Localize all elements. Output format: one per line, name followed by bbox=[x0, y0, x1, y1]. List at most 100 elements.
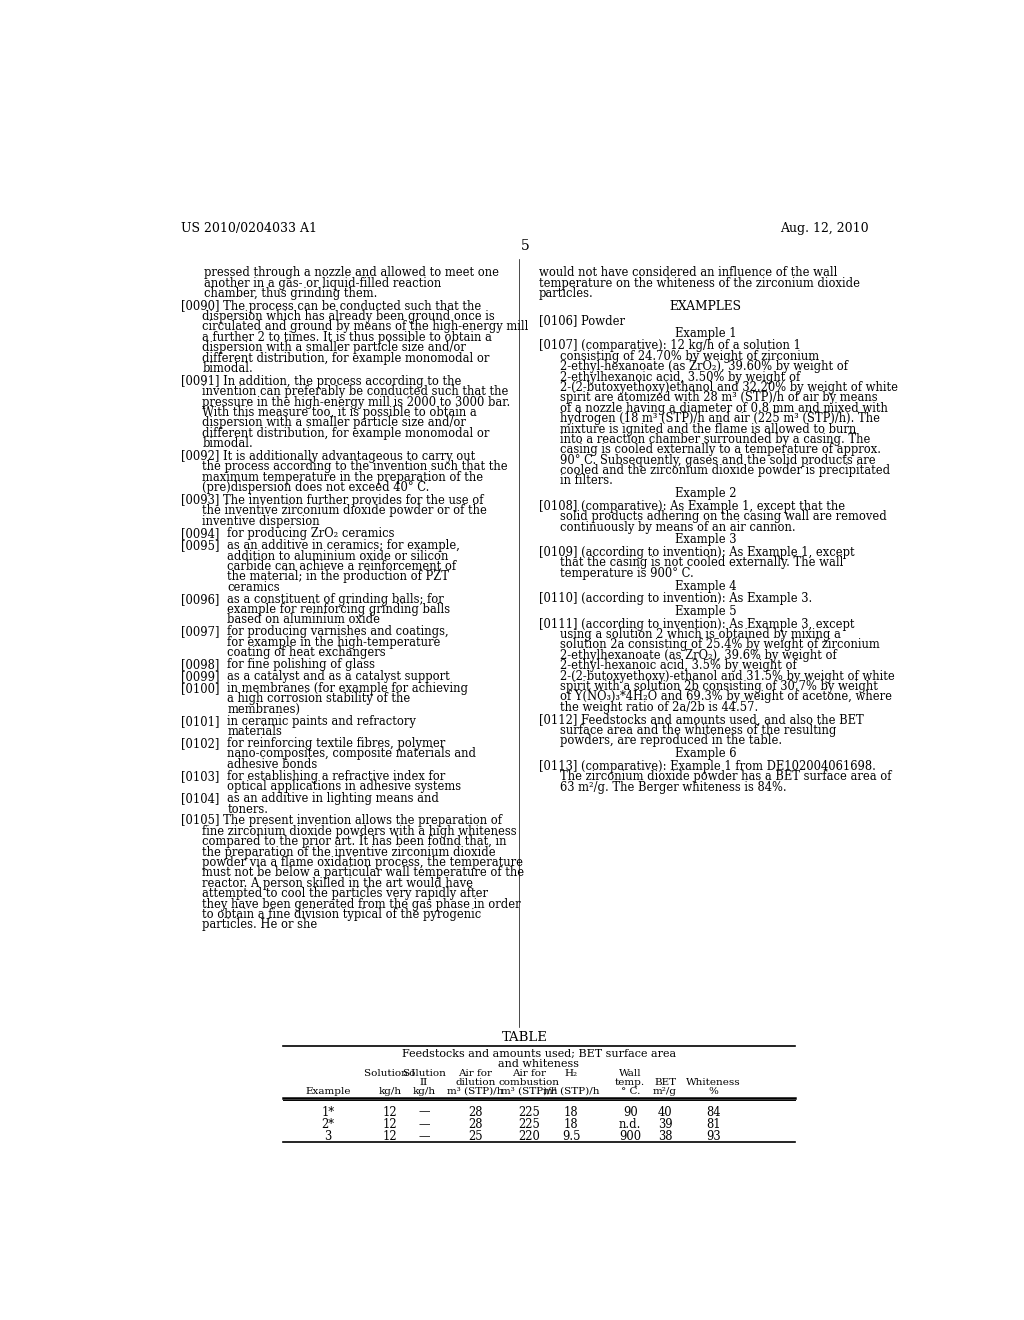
Text: temperature on the whiteness of the zirconium dioxide: temperature on the whiteness of the zirc… bbox=[539, 277, 860, 289]
Text: US 2010/0204033 A1: US 2010/0204033 A1 bbox=[180, 222, 316, 235]
Text: [0092] It is additionally advantageous to carry out: [0092] It is additionally advantageous t… bbox=[180, 450, 475, 463]
Text: continuously by means of an air cannon.: continuously by means of an air cannon. bbox=[560, 520, 796, 533]
Text: [0109] (according to invention): As Example 1, except: [0109] (according to invention): As Exam… bbox=[539, 546, 854, 560]
Text: the preparation of the inventive zirconium dioxide: the preparation of the inventive zirconi… bbox=[203, 846, 496, 858]
Text: %: % bbox=[709, 1088, 718, 1096]
Text: 900: 900 bbox=[620, 1130, 641, 1143]
Text: [0102]: [0102] bbox=[180, 737, 219, 750]
Text: 18: 18 bbox=[564, 1118, 579, 1131]
Text: addition to aluminium oxide or silicon: addition to aluminium oxide or silicon bbox=[227, 549, 449, 562]
Text: [0111] (according to invention): As Example 3, except: [0111] (according to invention): As Exam… bbox=[539, 618, 854, 631]
Text: 38: 38 bbox=[657, 1130, 673, 1143]
Text: m³ (STP)/h: m³ (STP)/h bbox=[501, 1088, 558, 1096]
Text: [0101]: [0101] bbox=[180, 714, 219, 727]
Text: [0090] The process can be conducted such that the: [0090] The process can be conducted such… bbox=[180, 300, 481, 313]
Text: (pre)dispersion does not exceed 40° C.: (pre)dispersion does not exceed 40° C. bbox=[203, 480, 430, 494]
Text: 220: 220 bbox=[518, 1130, 541, 1143]
Text: Example: Example bbox=[305, 1088, 350, 1096]
Text: 225: 225 bbox=[518, 1106, 541, 1118]
Text: m³ (STP)/h: m³ (STP)/h bbox=[543, 1088, 599, 1096]
Text: bimodal.: bimodal. bbox=[203, 437, 253, 450]
Text: 12: 12 bbox=[383, 1118, 397, 1131]
Text: 12: 12 bbox=[383, 1106, 397, 1118]
Text: chamber, thus grinding them.: chamber, thus grinding them. bbox=[204, 286, 377, 300]
Text: for establishing a refractive index for: for establishing a refractive index for bbox=[227, 770, 445, 783]
Text: BET: BET bbox=[654, 1077, 676, 1086]
Text: 28: 28 bbox=[468, 1106, 482, 1118]
Text: as a catalyst and as a catalyst support: as a catalyst and as a catalyst support bbox=[227, 671, 450, 682]
Text: the inventive zirconium dioxide powder or of the: the inventive zirconium dioxide powder o… bbox=[203, 504, 487, 517]
Text: spirit are atomized with 28 m³ (STP)/h of air by means: spirit are atomized with 28 m³ (STP)/h o… bbox=[560, 391, 878, 404]
Text: maximum temperature in the preparation of the: maximum temperature in the preparation o… bbox=[203, 471, 483, 483]
Text: Example 1: Example 1 bbox=[675, 326, 736, 339]
Text: m³ (STP)/h: m³ (STP)/h bbox=[446, 1088, 504, 1096]
Text: [0107] (comparative): 12 kg/h of a solution 1: [0107] (comparative): 12 kg/h of a solut… bbox=[539, 339, 801, 352]
Text: Wall: Wall bbox=[618, 1069, 641, 1077]
Text: surface area and the whiteness of the resulting: surface area and the whiteness of the re… bbox=[560, 723, 837, 737]
Text: 25: 25 bbox=[468, 1130, 482, 1143]
Text: for example in the high-temperature: for example in the high-temperature bbox=[227, 636, 440, 649]
Text: 2-(2-butoxyethoxy)-ethanol and 31.5% by weight of white: 2-(2-butoxyethoxy)-ethanol and 31.5% by … bbox=[560, 669, 895, 682]
Text: 93: 93 bbox=[706, 1130, 721, 1143]
Text: combustion: combustion bbox=[499, 1077, 560, 1086]
Text: solution 2a consisting of 25.4% by weight of zirconium: solution 2a consisting of 25.4% by weigh… bbox=[560, 639, 881, 652]
Text: [0112] Feedstocks and amounts used, and also the BET: [0112] Feedstocks and amounts used, and … bbox=[539, 714, 863, 726]
Text: 2-ethylhexanoate (as ZrO₂), 39.6% by weight of: 2-ethylhexanoate (as ZrO₂), 39.6% by wei… bbox=[560, 649, 838, 661]
Text: 81: 81 bbox=[706, 1118, 721, 1131]
Text: invention can preferably be conducted such that the: invention can preferably be conducted su… bbox=[203, 385, 509, 399]
Text: 84: 84 bbox=[706, 1106, 720, 1118]
Text: [0110] (according to invention): As Example 3.: [0110] (according to invention): As Exam… bbox=[539, 593, 812, 606]
Text: 2-ethyl-hexanoic acid, 3.5% by weight of: 2-ethyl-hexanoic acid, 3.5% by weight of bbox=[560, 659, 798, 672]
Text: dispersion with a smaller particle size and/or: dispersion with a smaller particle size … bbox=[203, 342, 466, 354]
Text: Example 3: Example 3 bbox=[675, 533, 736, 546]
Text: 63 m²/g. The Berger whiteness is 84%.: 63 m²/g. The Berger whiteness is 84%. bbox=[560, 780, 787, 793]
Text: [0108] (comparative): As Example 1, except that the: [0108] (comparative): As Example 1, exce… bbox=[539, 500, 845, 513]
Text: dispersion which has already been ground once is: dispersion which has already been ground… bbox=[203, 310, 496, 323]
Text: coating of heat exchangers: coating of heat exchangers bbox=[227, 647, 386, 659]
Text: into a reaction chamber surrounded by a casing. The: into a reaction chamber surrounded by a … bbox=[560, 433, 870, 446]
Text: [0095]: [0095] bbox=[180, 539, 219, 552]
Text: The zirconium dioxide powder has a BET surface area of: The zirconium dioxide powder has a BET s… bbox=[560, 770, 892, 783]
Text: would not have considered an influence of the wall: would not have considered an influence o… bbox=[539, 267, 838, 280]
Text: materials: materials bbox=[227, 725, 282, 738]
Text: [0098]: [0098] bbox=[180, 659, 219, 671]
Text: the material; in the production of PZT: the material; in the production of PZT bbox=[227, 570, 450, 583]
Text: ° C.: ° C. bbox=[621, 1088, 640, 1096]
Text: circulated and ground by means of the high-energy mill: circulated and ground by means of the hi… bbox=[203, 321, 528, 334]
Text: Air for: Air for bbox=[458, 1069, 493, 1077]
Text: Whiteness: Whiteness bbox=[686, 1077, 740, 1086]
Text: adhesive bonds: adhesive bonds bbox=[227, 758, 317, 771]
Text: as an additive in ceramics; for example,: as an additive in ceramics; for example, bbox=[227, 539, 460, 552]
Text: for producing ZrO₂ ceramics: for producing ZrO₂ ceramics bbox=[227, 527, 394, 540]
Text: inventive dispersion: inventive dispersion bbox=[203, 515, 321, 528]
Text: as an additive in lighting means and: as an additive in lighting means and bbox=[227, 792, 439, 805]
Text: compared to the prior art. It has been found that, in: compared to the prior art. It has been f… bbox=[203, 836, 507, 849]
Text: dilution: dilution bbox=[455, 1077, 496, 1086]
Text: Example 2: Example 2 bbox=[675, 487, 736, 500]
Text: [0100]: [0100] bbox=[180, 682, 219, 696]
Text: Example 4: Example 4 bbox=[675, 579, 736, 593]
Text: 225: 225 bbox=[518, 1118, 541, 1131]
Text: fine zirconium dioxide powders with a high whiteness: fine zirconium dioxide powders with a hi… bbox=[203, 825, 517, 838]
Text: 28: 28 bbox=[468, 1118, 482, 1131]
Text: Feedstocks and amounts used; BET surface area: Feedstocks and amounts used; BET surface… bbox=[401, 1048, 676, 1059]
Text: they have been generated from the gas phase in order: they have been generated from the gas ph… bbox=[203, 898, 521, 911]
Text: cooled and the zirconium dioxide powder is precipitated: cooled and the zirconium dioxide powder … bbox=[560, 465, 891, 477]
Text: and whiteness: and whiteness bbox=[499, 1059, 580, 1068]
Text: for producing varnishes and coatings,: for producing varnishes and coatings, bbox=[227, 626, 449, 639]
Text: temp.: temp. bbox=[615, 1077, 645, 1086]
Text: Solution: Solution bbox=[402, 1069, 446, 1077]
Text: different distribution, for example monomodal or: different distribution, for example mono… bbox=[203, 426, 489, 440]
Text: m²/g: m²/g bbox=[653, 1088, 677, 1096]
Text: membranes): membranes) bbox=[227, 702, 300, 715]
Text: [0093] The invention further provides for the use of: [0093] The invention further provides fo… bbox=[180, 494, 483, 507]
Text: n.d.: n.d. bbox=[620, 1118, 641, 1131]
Text: [0097]: [0097] bbox=[180, 626, 219, 639]
Text: [0104]: [0104] bbox=[180, 792, 219, 805]
Text: particles.: particles. bbox=[539, 286, 594, 300]
Text: for fine polishing of glass: for fine polishing of glass bbox=[227, 659, 375, 671]
Text: for reinforcing textile fibres, polymer: for reinforcing textile fibres, polymer bbox=[227, 737, 445, 750]
Text: as a constituent of grinding balls; for: as a constituent of grinding balls; for bbox=[227, 593, 444, 606]
Text: 2-ethylhexanoic acid, 3.50% by weight of: 2-ethylhexanoic acid, 3.50% by weight of bbox=[560, 371, 801, 384]
Text: pressed through a nozzle and allowed to meet one: pressed through a nozzle and allowed to … bbox=[204, 267, 499, 280]
